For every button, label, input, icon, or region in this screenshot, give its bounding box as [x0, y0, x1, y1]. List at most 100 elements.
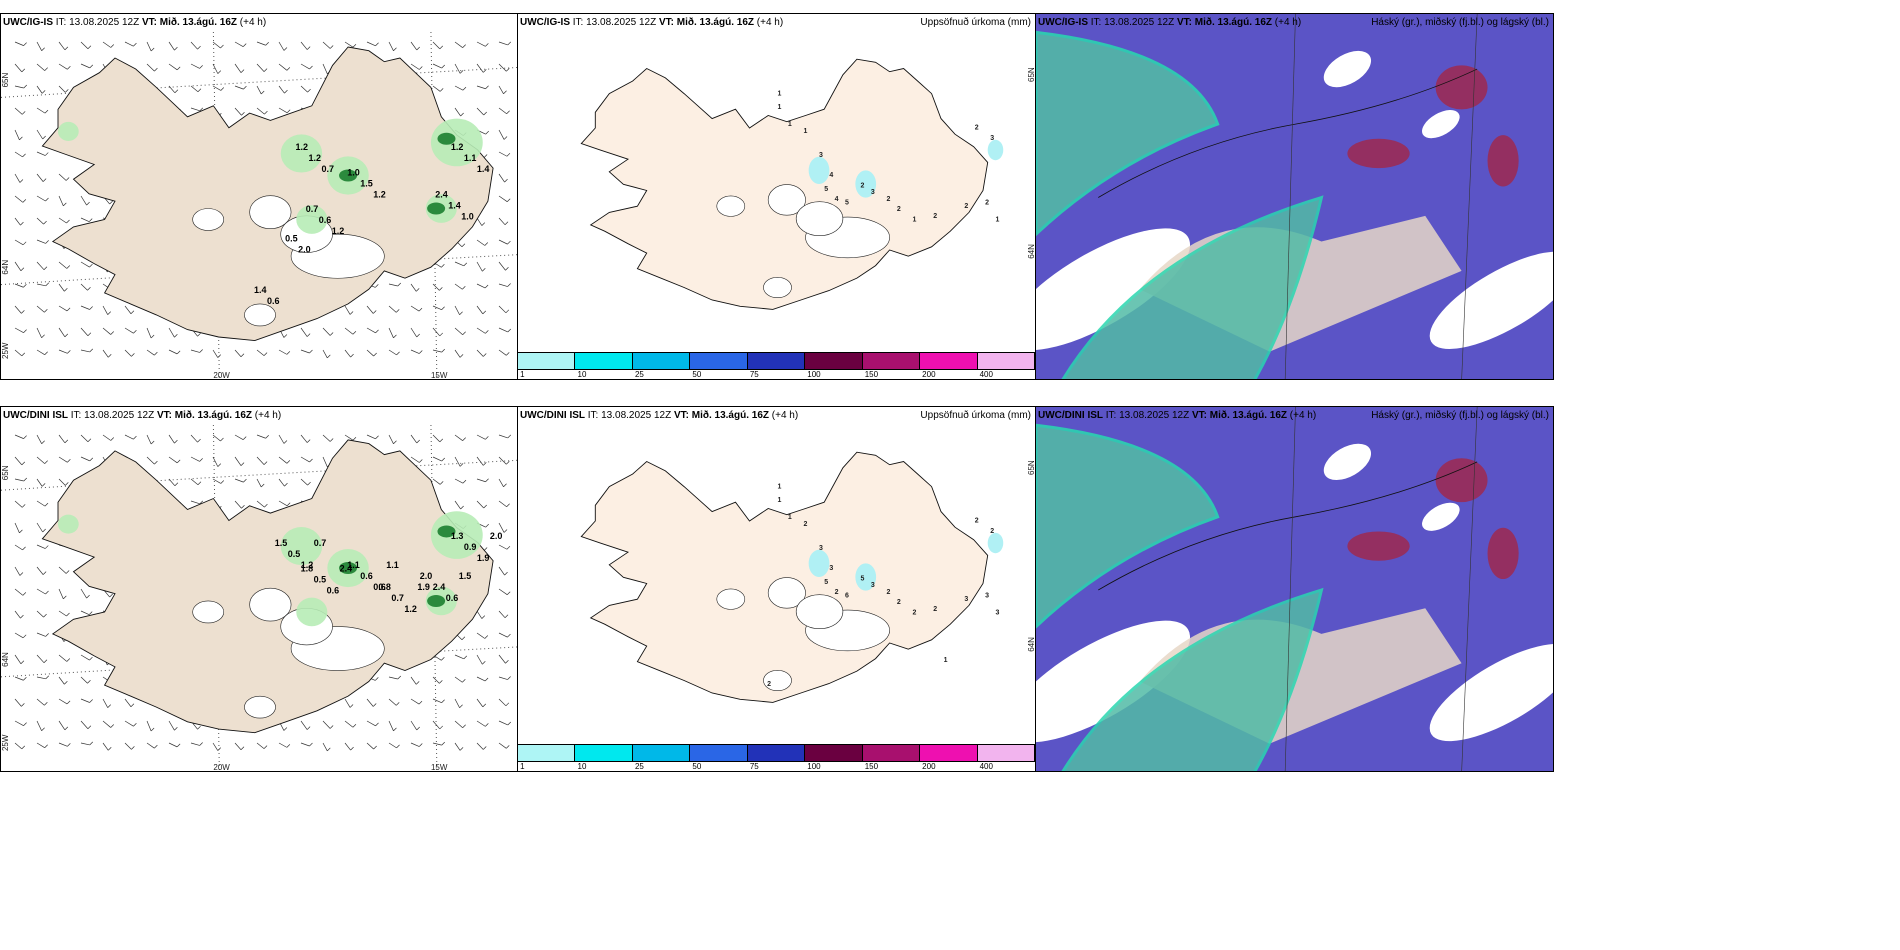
- precip-amount-label: 3: [819, 152, 823, 159]
- wind-barb: [498, 151, 508, 157]
- wind-barb: [300, 742, 310, 747]
- wind-barb-flag: [66, 700, 71, 705]
- wind-barb-flag: [327, 354, 331, 359]
- glacier: [249, 195, 292, 229]
- wind-barb: [388, 676, 398, 680]
- wind-barb-flag: [150, 440, 155, 445]
- wind-shade-strong: [437, 132, 456, 145]
- wind-barb-flag: [44, 109, 49, 114]
- clear-sky: [1036, 620, 1191, 743]
- wind-barb-flag: [286, 109, 291, 114]
- wind-barb: [80, 217, 90, 222]
- wind-barb-flag: [63, 595, 67, 600]
- wind-barb-flag: [45, 545, 49, 549]
- panel-title: UWC/DINI ISL IT: 13.08.2025 12Z VT: Mið.…: [1038, 410, 1317, 421]
- wind-barb-flag: [459, 704, 463, 708]
- wind-barb: [410, 720, 417, 731]
- wind-barb: [14, 327, 24, 333]
- wind-barb-flag: [397, 675, 402, 680]
- precip-amount-label: 4: [829, 172, 833, 179]
- wind-barb: [498, 217, 506, 225]
- wind-barb: [234, 500, 242, 509]
- wind-barb: [58, 676, 65, 685]
- wind-barb: [454, 478, 464, 484]
- wind-barb: [476, 478, 486, 483]
- wind-barb: [476, 63, 484, 73]
- iceland-land: [580, 58, 989, 310]
- wind-barb: [102, 720, 111, 728]
- wind-barb: [278, 85, 285, 94]
- wind-barb-flag: [459, 354, 464, 358]
- wind-barb: [432, 63, 442, 69]
- wind-barb: [322, 456, 328, 468]
- wind-barb-flag: [21, 111, 26, 115]
- wind-barb: [498, 522, 505, 533]
- wind-barb: [432, 85, 441, 92]
- wind-barb: [234, 41, 244, 47]
- wind-barb: [36, 261, 45, 270]
- wind-barb: [168, 478, 176, 487]
- longitude-label: 20W: [213, 763, 230, 772]
- wind-barb: [498, 588, 508, 595]
- precip-legend-title: Uppsöfnuð úrkoma (mm): [920, 17, 1031, 28]
- wind-barb: [410, 41, 418, 51]
- wind-barb-flag: [41, 440, 45, 444]
- wind-speed-label: 0.9: [464, 542, 477, 552]
- wind-barb: [498, 698, 507, 707]
- wind-barb-flag: [243, 85, 247, 90]
- wind-barb: [498, 500, 507, 508]
- wind-barb: [190, 456, 200, 462]
- wind-barb: [300, 63, 310, 70]
- wind-barb: [58, 698, 68, 705]
- wind-barb-flag: [43, 266, 48, 270]
- wind-barb-flag: [108, 747, 112, 751]
- wind-barb: [58, 349, 68, 354]
- wind-barb-flag: [240, 353, 245, 357]
- wind-speed-label: 2.4: [433, 582, 446, 592]
- wind-barb: [432, 434, 441, 443]
- cloud-high-layer: [1036, 423, 1220, 629]
- wind-barb-flag: [240, 69, 245, 73]
- wind-barb: [102, 742, 109, 751]
- wind-barb: [278, 500, 288, 507]
- wind-barb-flag: [418, 700, 423, 705]
- colorbar-swatch: [575, 745, 633, 761]
- wind-barb-flag: [329, 725, 334, 729]
- wind-barb-flag: [441, 264, 445, 268]
- wind-barb-flag: [86, 201, 90, 206]
- wind-barb: [14, 173, 21, 183]
- wind-barb: [476, 349, 484, 357]
- wind-barb: [36, 349, 45, 355]
- precip-amount-label: 1: [803, 128, 807, 135]
- wind-barb-flag: [23, 329, 27, 333]
- wind-barb-flag: [506, 110, 510, 115]
- wind-barb-flag: [22, 199, 27, 203]
- wind-barb-flag: [199, 500, 204, 505]
- wind-barb-flag: [441, 699, 445, 703]
- clear-sky: [1323, 50, 1372, 88]
- wind-barb-flag: [42, 528, 46, 533]
- wind-barb-flag: [243, 478, 247, 483]
- wind-barb: [212, 456, 219, 467]
- wind-barb: [476, 85, 486, 90]
- wind-barb-flag: [485, 436, 489, 440]
- wind-barb: [146, 434, 152, 445]
- wind-barb: [36, 283, 46, 287]
- wind-barb-flag: [507, 283, 511, 287]
- wind-barb-flag: [199, 742, 203, 746]
- wind-barb: [58, 261, 68, 269]
- wind-barb-flag: [485, 130, 489, 135]
- precip-amount-label: 1: [788, 121, 792, 128]
- wind-barb-flag: [199, 107, 204, 112]
- wind-barb: [36, 478, 43, 487]
- wind-barb-flag: [441, 457, 446, 462]
- wind-barb-flag: [463, 262, 468, 267]
- wind-barb: [256, 456, 265, 465]
- wind-barb-flag: [263, 68, 268, 72]
- wind-barb: [388, 349, 397, 356]
- wind-barb: [190, 478, 199, 485]
- colorbar: [518, 744, 1035, 762]
- wind-barb-flag: [109, 593, 113, 598]
- wind-barb-flag: [108, 354, 112, 358]
- wind-barb-flag: [23, 42, 27, 46]
